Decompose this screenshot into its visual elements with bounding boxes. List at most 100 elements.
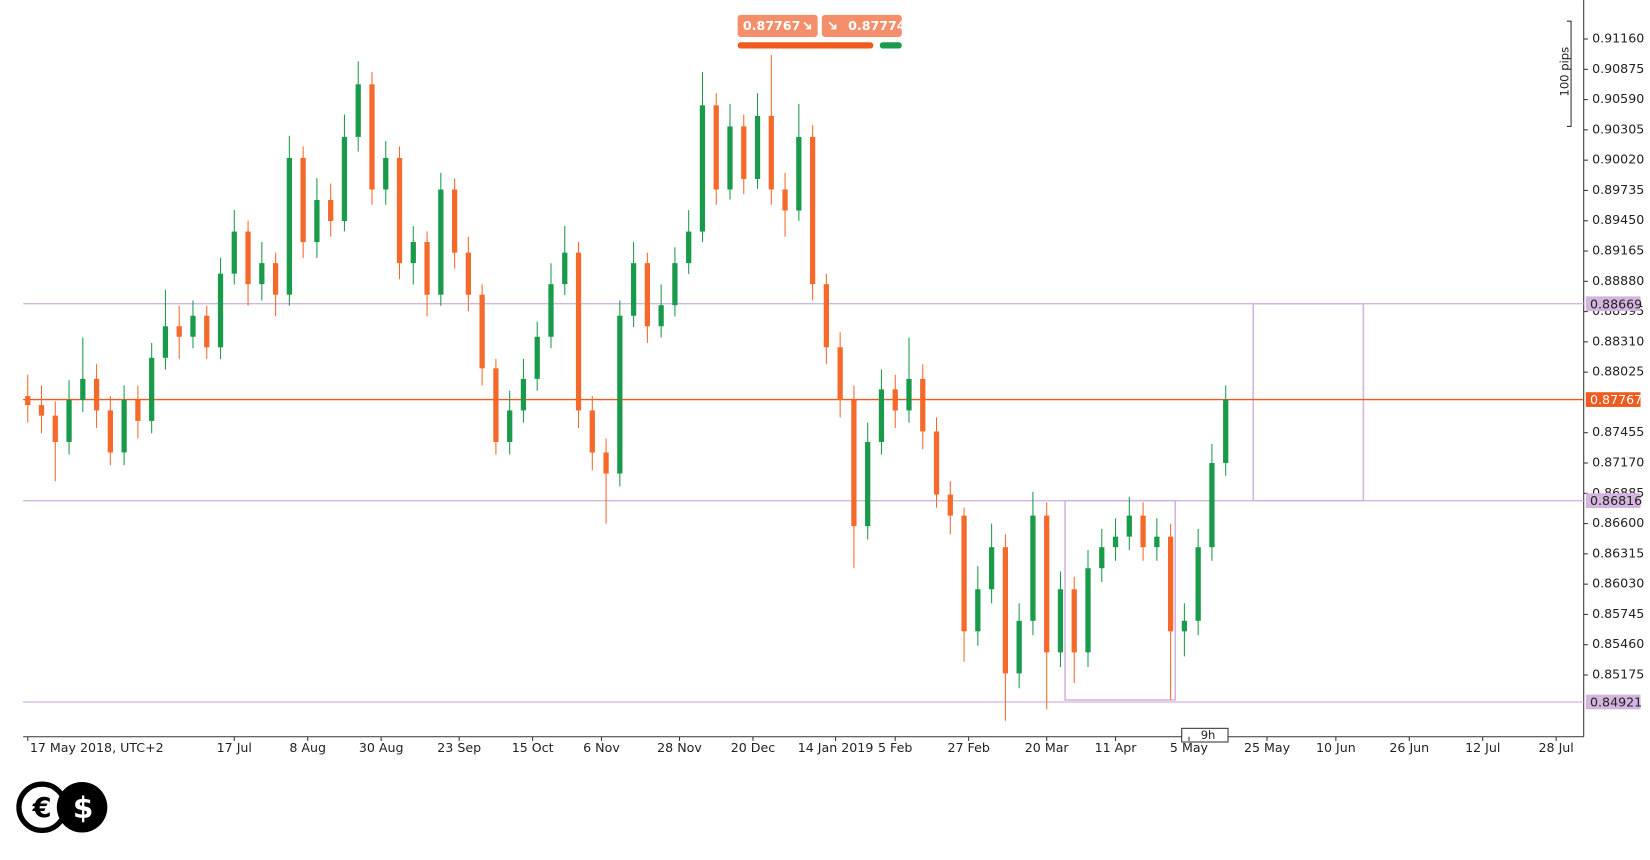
candle-body [1167,536,1174,632]
candle-body [823,284,830,348]
candle-body [217,273,224,348]
x-tick-label: 10 Jun [1316,740,1356,755]
candle-body [52,415,58,442]
timer-box [1181,727,1229,743]
candle-body [38,405,45,416]
candle-body [341,136,348,222]
candle-body [1071,589,1077,653]
candle-body [259,263,265,285]
buy-bar [879,42,902,49]
pips-bracket [1566,20,1572,127]
candle-body [713,105,719,190]
candle-body [314,200,320,243]
candle-body [245,231,251,285]
y-tick-label: 0.86600 [1592,515,1644,530]
level-label-box [1585,392,1641,407]
bid-price: 0.87767 [743,18,800,33]
candle-body [782,189,788,211]
candle-body [286,157,292,295]
bid-box[interactable] [737,14,818,37]
candle-body [575,252,582,411]
candle-body [424,241,430,295]
sell-bar [737,42,874,49]
quote-widget[interactable]: 0.87767 0.87774 [737,14,906,49]
x-tick-label: 25 May [1244,740,1291,755]
candle-body [451,189,458,253]
candle-body [66,399,72,442]
candle-body [328,200,334,222]
candle-body [603,452,609,474]
y-tick-label: 0.88880 [1592,273,1644,288]
y-tick-label: 0.90875 [1592,61,1644,76]
y-tick-label: 0.87170 [1592,455,1644,470]
logo-euro: € [32,793,52,824]
candle-body [851,399,857,527]
candle-body [1085,568,1091,653]
candle-body [190,315,196,337]
candle-body [562,252,568,285]
candle-body [80,378,86,400]
candle-body [93,378,100,411]
candle-body [1057,589,1064,653]
y-tick-label: 0.85460 [1592,636,1644,651]
x-tick-label: 15 Oct [512,740,554,755]
y-tick-label: 0.91160 [1592,31,1644,46]
candle-body [892,389,898,411]
candle-body [933,431,940,495]
candle-body [1016,620,1022,674]
candle-body [135,399,141,421]
logo: € $ [16,781,108,834]
level-label: 0.87767 [1590,392,1642,407]
candle-body [947,494,953,516]
y-tick-label: 0.86030 [1592,576,1644,591]
ask-arrow [828,21,837,30]
candle-body [837,347,843,400]
x-tick-label: 17 Jul [217,740,252,755]
ask-box[interactable] [821,14,902,37]
candle-body [630,263,637,316]
candle-body [644,263,651,327]
candle-body [686,231,692,264]
x-tick-label: 17 May 2018, UTC+2 [30,740,164,755]
logo-dollar: $ [73,791,93,825]
candle-body [796,136,802,211]
candle-body [865,441,871,527]
candle-body [1099,547,1105,569]
level-label-box [1585,296,1641,312]
candle-body [988,547,995,590]
candle-body [1195,547,1201,621]
candle-body [25,396,31,406]
y-tick-label: 0.90590 [1592,91,1644,106]
x-tick-label: 5 May [1170,740,1209,755]
candle-body [107,410,113,453]
candle-body [121,399,127,453]
candle-body [658,305,664,327]
x-tick-label: 14 Jan 2019 [798,740,874,755]
level-label: 0.88669 [1590,296,1642,311]
y-tick-label: 0.90020 [1592,152,1644,167]
candle-body [272,263,279,295]
x-tick-label: 30 Aug [359,740,404,755]
zone-rectangle [1252,302,1365,502]
y-tick-label: 0.89165 [1592,243,1644,258]
x-tick-label: 28 Nov [657,740,702,755]
level-label-box [1585,493,1641,508]
y-tick-label: 0.86315 [1592,545,1644,560]
zone-rectangle [1064,499,1176,701]
candle-body [465,252,471,295]
x-tick-label: 26 Jun [1389,740,1429,755]
y-tick-label: 0.90305 [1592,121,1644,136]
candle-body [176,326,182,337]
pips-ruler: 100 pips [1557,20,1572,127]
x-tick-label: 20 Mar [1025,740,1070,755]
candle-body [534,336,540,379]
ask-price: 0.87774 [848,18,906,33]
x-tick-label: 11 Apr [1095,740,1138,755]
candle-body [355,84,361,137]
x-tick-label: 6 Nov [583,740,620,755]
logo-dollar-circle [56,781,108,833]
x-tick-label: 28 Jul [1539,740,1574,755]
candle-body [396,157,403,264]
candle-body [438,189,444,295]
